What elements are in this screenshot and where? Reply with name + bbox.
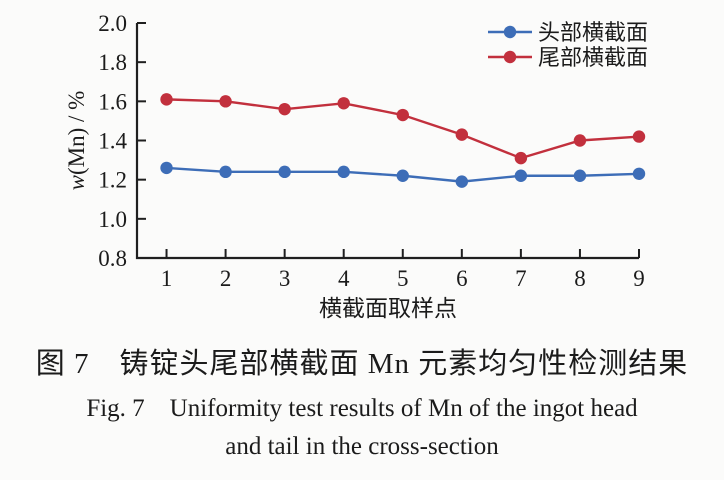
- x-tick-label: 1: [161, 266, 173, 291]
- y-axis-label: w(Mn) / %: [64, 91, 89, 191]
- y-tick-label: 1.2: [98, 168, 127, 193]
- data-point: [278, 102, 291, 116]
- data-point: [455, 128, 469, 141]
- legend-label: 头部横截面: [538, 20, 648, 45]
- data-point: [337, 165, 350, 179]
- data-point: [219, 95, 232, 108]
- y-tick-label: 0.8: [98, 246, 127, 271]
- figure-caption-en-line1: Fig. 7 Uniformity test results of Mn of …: [86, 395, 638, 422]
- data-point: [396, 169, 409, 182]
- data-point: [160, 161, 173, 175]
- data-point: [514, 151, 528, 165]
- x-tick-label: 2: [220, 266, 232, 291]
- x-axis-label: 横截面取样点: [319, 296, 457, 321]
- data-point: [632, 130, 646, 143]
- data-point: [573, 134, 587, 147]
- legend-marker: [503, 25, 517, 39]
- x-tick-label: 3: [279, 266, 291, 291]
- x-tick-label: 5: [397, 266, 409, 291]
- figure-caption-zh: 图 7 铸锭头尾部横截面 Mn 元素均匀性检测结果: [35, 348, 689, 380]
- data-point: [632, 167, 646, 180]
- data-point: [573, 169, 587, 182]
- x-tick-label: 7: [515, 266, 527, 291]
- figure-caption-en-line2: and tail in the cross-section: [225, 433, 499, 460]
- data-point: [337, 97, 350, 110]
- line-chart: 0.8 1.0 1.2 1.4 1.6 1.8 2.0 1 2 3 4 5 6 7 8 9 w(Mn) / % 横…: [64, 11, 648, 321]
- legend-label: 尾部横截面: [538, 45, 648, 70]
- y-tick-label: 1.6: [98, 89, 127, 114]
- data-point: [396, 108, 409, 122]
- series-line-1: [166, 98, 640, 160]
- data-point: [160, 93, 173, 106]
- y-tick-label: 1.4: [98, 129, 127, 154]
- y-tick-label: 1.8: [98, 50, 127, 75]
- y-tick-label: 2.0: [98, 11, 127, 36]
- x-tick-label: 8: [574, 266, 586, 291]
- x-tick-label: 9: [633, 266, 645, 291]
- data-point: [219, 165, 232, 179]
- x-tick-label: 4: [338, 266, 350, 291]
- data-point: [278, 165, 291, 179]
- data-point: [514, 169, 528, 182]
- y-tick-label: 1.0: [98, 207, 127, 232]
- x-tick-label: 6: [456, 266, 468, 291]
- legend-marker: [503, 50, 517, 64]
- data-point: [455, 175, 469, 188]
